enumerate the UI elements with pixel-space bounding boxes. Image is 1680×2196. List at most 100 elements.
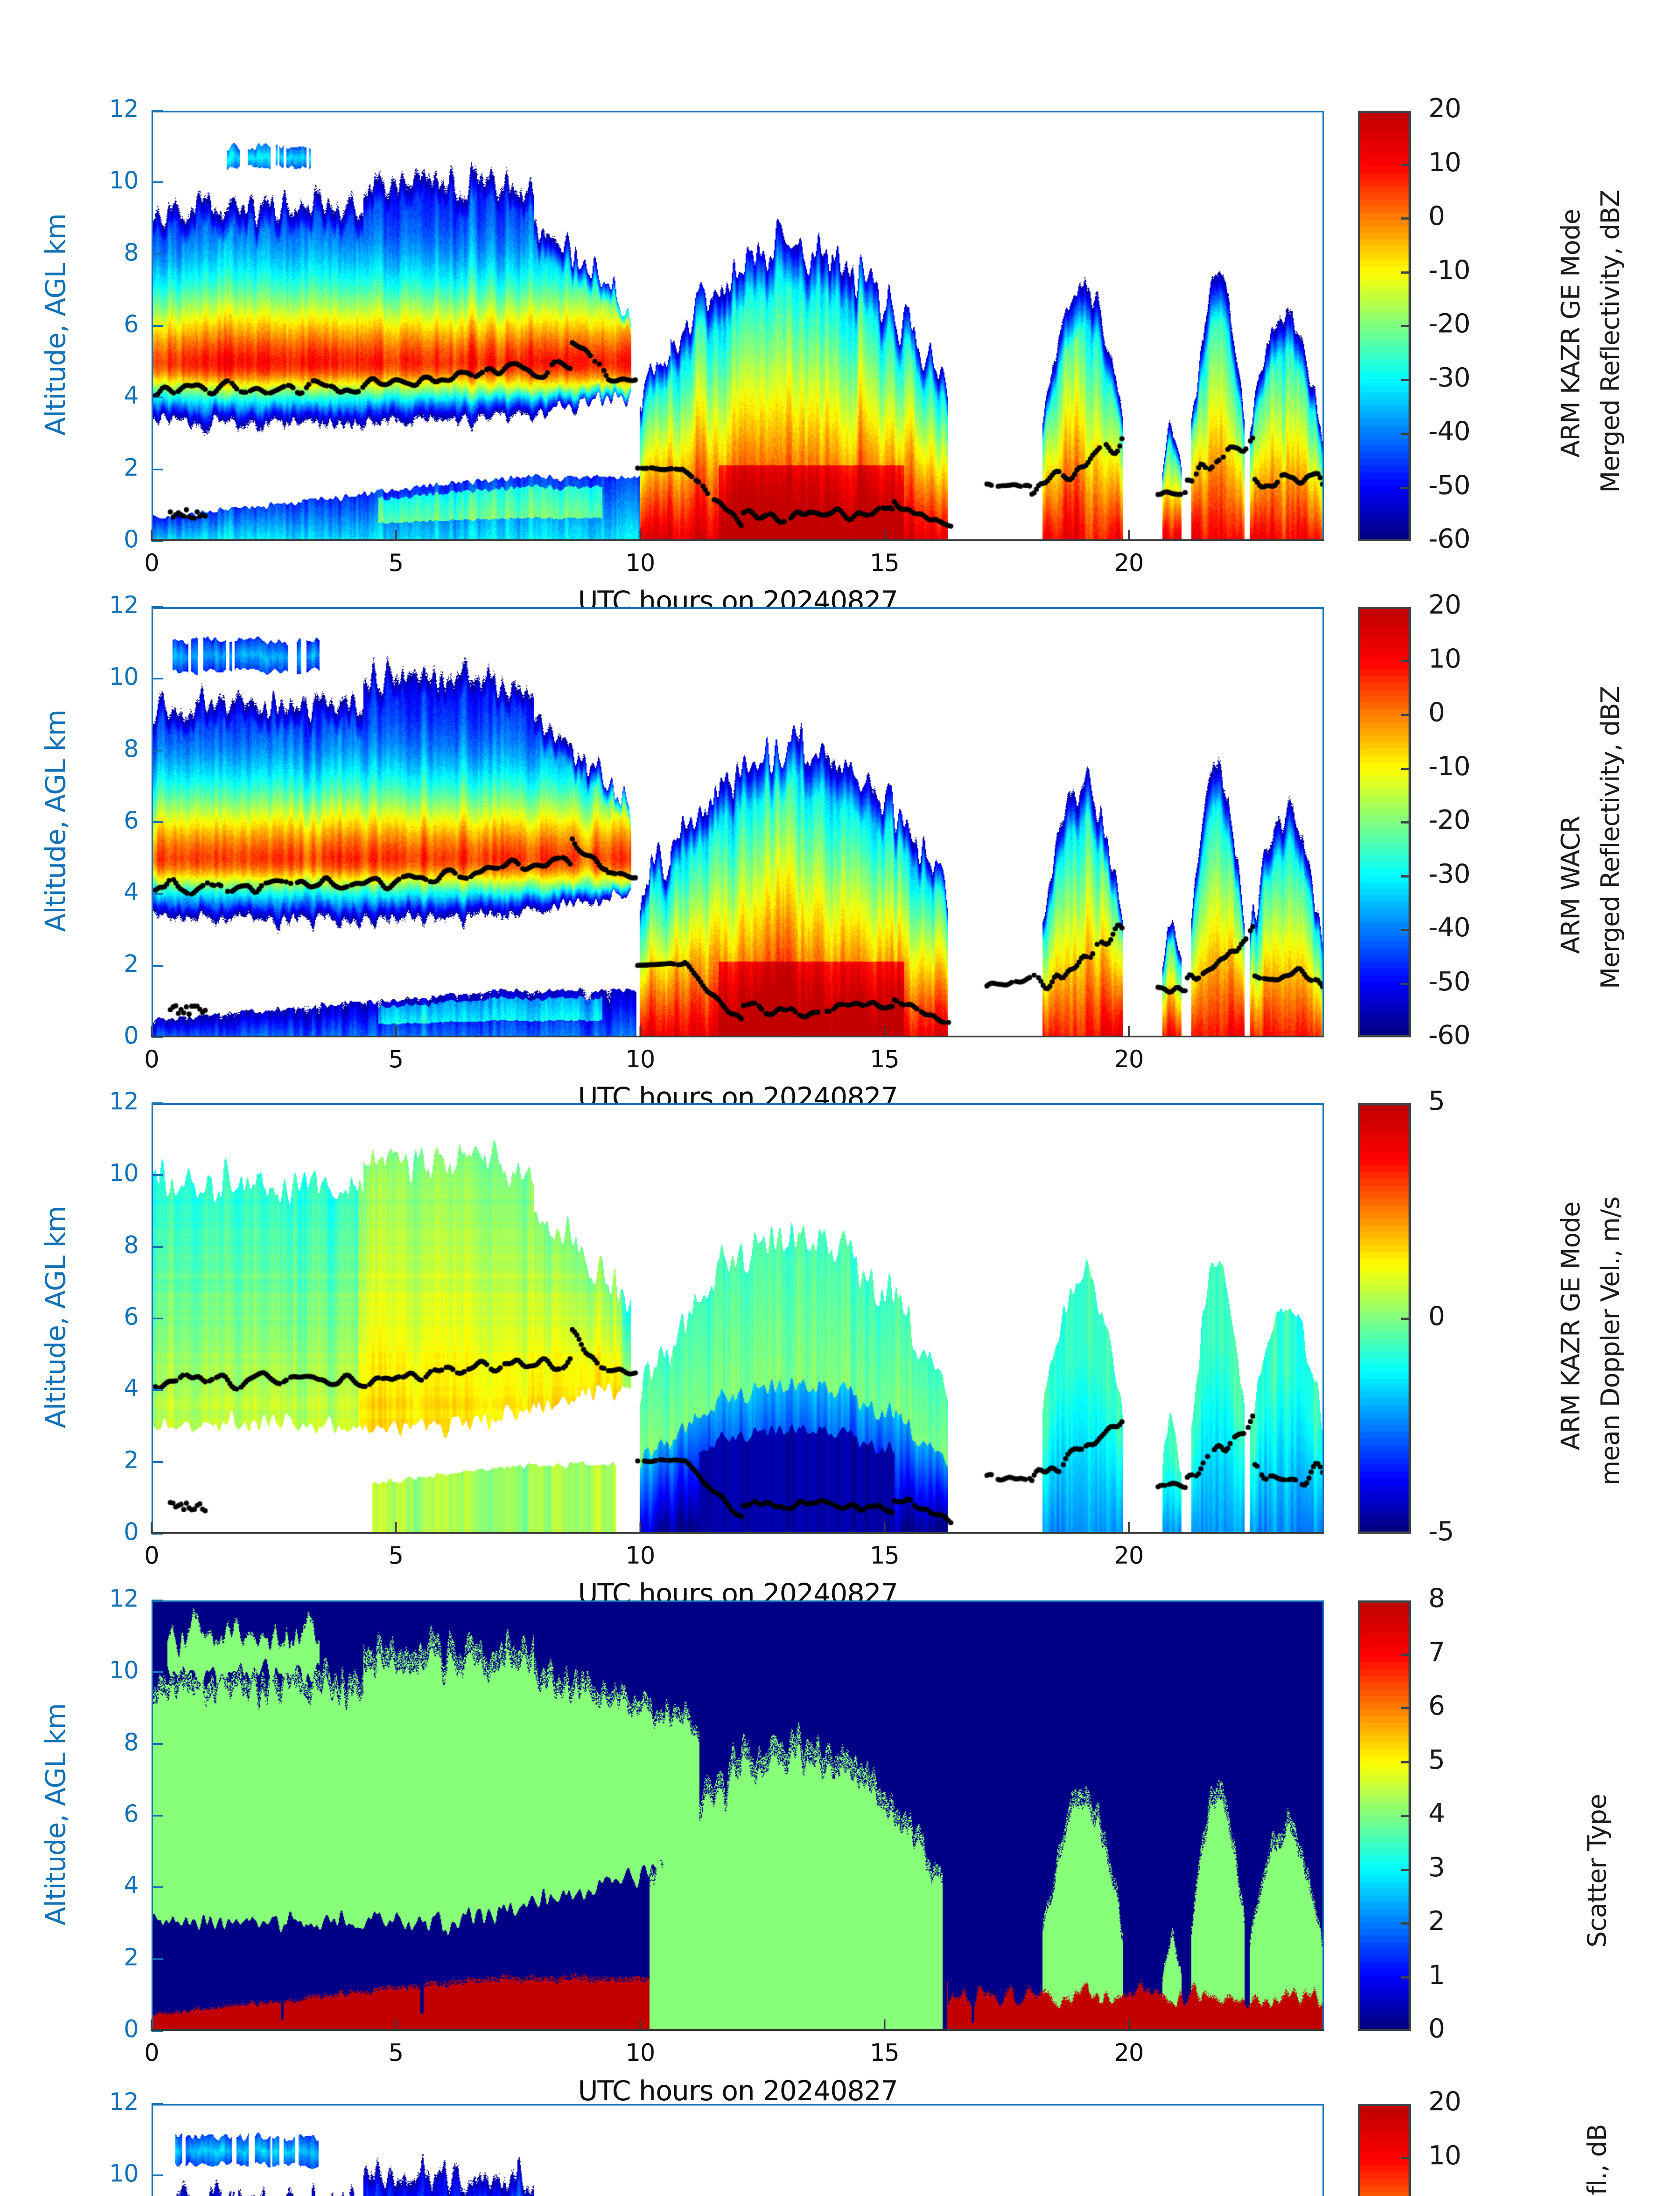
colorbar-title-line1-3: ARM KAZR GE Mode (1556, 1202, 1586, 1450)
y-axis-title-3: Altitude, AGL km (40, 1206, 72, 1428)
heatmap-canvas-5 (153, 2106, 1322, 2196)
y-axis-title-4: Altitude, AGL km (40, 1703, 72, 1925)
colorbar-tick-label-2-3: -30 (1428, 858, 1470, 889)
x-tick-2-3 (883, 1026, 885, 1037)
colorbar-tick-2-5 (1401, 767, 1411, 770)
y-tick-label-1-5: 10 (109, 166, 139, 195)
y-tick-label-4-3: 6 (123, 1800, 139, 1828)
x-axis-spine-3 (152, 1532, 1324, 1534)
y-tick-4-2 (152, 1886, 163, 1889)
x-tick-3-0 (151, 1522, 152, 1534)
y-tick-label-2-5: 10 (109, 663, 139, 691)
x-tick-1-0 (151, 530, 152, 541)
colorbar-tick-label-4-3: 3 (1428, 1852, 1445, 1883)
x-tick-2-1 (395, 1026, 397, 1037)
y-tick-label-2-1: 2 (123, 950, 139, 978)
colorbar-tick-label-4-4: 4 (1428, 1798, 1445, 1829)
y-tick-3-5 (152, 1174, 163, 1176)
colorbar-title-line2-1: Merged Reflectivity, dBZ (1595, 190, 1625, 493)
y-tick-4-0 (152, 2030, 163, 2032)
y-axis-title-2: Altitude, AGL km (40, 710, 72, 932)
x-tick-3-2 (639, 1522, 641, 1534)
x-tick-4-2 (639, 2019, 641, 2031)
y-tick-3-1 (152, 1461, 163, 1463)
x-tick-1-1 (395, 530, 397, 541)
x-tick-1-3 (883, 530, 885, 541)
y-tick-label-2-2: 4 (123, 878, 139, 906)
colorbar-tick-label-4-7: 7 (1428, 1636, 1445, 1668)
y-tick-label-3-3: 6 (123, 1303, 139, 1330)
y-tick-1-5 (152, 181, 163, 184)
x-tick-4-0 (151, 2019, 152, 2031)
y-tick-2-4 (152, 749, 163, 751)
y-tick-label-5-6: 12 (109, 2088, 139, 2116)
y-tick-label-4-1: 2 (123, 1943, 139, 1971)
x-tick-label-1-2: 10 (625, 549, 655, 577)
colorbar-tick-4-7 (1401, 1653, 1411, 1656)
panel-1: 0 2 4 6 8 10 12 0 5 10 15 20 Altitude, AGL km UTC hou… (0, 93, 1680, 617)
x-tick-2-0 (151, 1026, 152, 1037)
y-tick-label-3-6: 12 (109, 1087, 139, 1115)
y-tick-label-4-0: 0 (123, 2015, 139, 2043)
colorbar-tick-label-1-2: -40 (1428, 416, 1470, 447)
heatmap-canvas-4 (153, 1602, 1322, 2029)
colorbar-canvas-1 (1360, 113, 1409, 539)
colorbar-tick-2-6 (1401, 714, 1411, 716)
colorbar-tick-4-1 (1401, 1976, 1411, 1979)
colorbar-tick-1-2 (1401, 433, 1411, 435)
y-tick-2-1 (152, 964, 163, 967)
colorbar-tick-label-2-0: -60 (1428, 1020, 1470, 1051)
x-tick-label-3-1: 5 (388, 1542, 404, 1569)
x-tick-3-1 (395, 1522, 397, 1534)
y-tick-2-6 (152, 606, 163, 608)
x-tick-label-3-2: 10 (625, 1542, 655, 1569)
colorbar-tick-1-3 (1401, 379, 1411, 381)
x-axis-spine-1 (152, 539, 1324, 541)
colorbar-title-line2-3: mean Doppler Vel., m/s (1595, 1196, 1625, 1485)
colorbar-tick-1-1 (1401, 486, 1411, 489)
y-tick-label-2-4: 8 (123, 734, 139, 762)
x-tick-label-3-4: 20 (1114, 1542, 1144, 1569)
colorbar-tick-label-4-8: 8 (1428, 1583, 1445, 1614)
y-tick-3-3 (152, 1318, 163, 1319)
colorbar-tick-label-1-0: -60 (1428, 524, 1470, 554)
y-tick-1-3 (152, 325, 163, 327)
y-tick-3-0 (152, 1533, 163, 1535)
colorbar-tick-label-3-2: 5 (1428, 1086, 1445, 1116)
y-tick-label-3-0: 0 (123, 1518, 139, 1546)
colorbar-tick-label-3-0: -5 (1428, 1516, 1454, 1547)
y-tick-label-1-3: 6 (123, 310, 139, 338)
colorbar-tick-label-1-4: -20 (1428, 308, 1470, 339)
colorbar-tick-label-1-7: 10 (1428, 147, 1461, 178)
colorbar-tick-label-4-1: 1 (1428, 1959, 1445, 1990)
x-tick-label-4-4: 20 (1114, 2039, 1144, 2066)
y-tick-label-4-2: 4 (123, 1871, 139, 1900)
colorbar-title-line1-2: ARM WACR (1556, 816, 1586, 954)
panel-4: 0 2 4 6 8 10 12 0 5 10 15 20 Altitude, AGL km UTC hou… (0, 1583, 1680, 2107)
colorbar-tick-label-1-6: 0 (1428, 201, 1445, 231)
y-axis-title-1: Altitude, AGL km (40, 213, 72, 436)
colorbar-tick-label-5-8: 20 (1428, 2086, 1461, 2117)
x-tick-label-4-2: 10 (625, 2039, 655, 2066)
colorbar-tick-label-3-1: 0 (1428, 1301, 1445, 1332)
x-tick-label-1-4: 20 (1114, 549, 1144, 577)
x-tick-label-2-1: 5 (388, 1045, 404, 1073)
colorbar-tick-label-2-8: 20 (1428, 589, 1461, 620)
y-tick-4-4 (152, 1743, 163, 1745)
y-tick-4-5 (152, 1671, 163, 1673)
colorbar-canvas-5 (1360, 2106, 1409, 2196)
colorbar-tick-label-2-1: -50 (1428, 966, 1470, 997)
colorbar-tick-label-2-7: 10 (1428, 643, 1461, 674)
x-tick-label-4-0: 0 (144, 2039, 159, 2066)
y-tick-4-6 (152, 1600, 163, 1601)
x-tick-label-1-0: 0 (144, 549, 159, 577)
heatmap-canvas-2 (153, 609, 1322, 1036)
colorbar-tick-label-2-5: -10 (1428, 751, 1470, 782)
colorbar-tick-4-4 (1401, 1815, 1411, 1817)
y-tick-label-3-2: 4 (123, 1374, 139, 1402)
x-tick-4-4 (1128, 2019, 1130, 2031)
x-axis-spine-2 (152, 1036, 1324, 1037)
y-tick-1-4 (152, 253, 163, 255)
x-tick-1-4 (1128, 530, 1130, 541)
